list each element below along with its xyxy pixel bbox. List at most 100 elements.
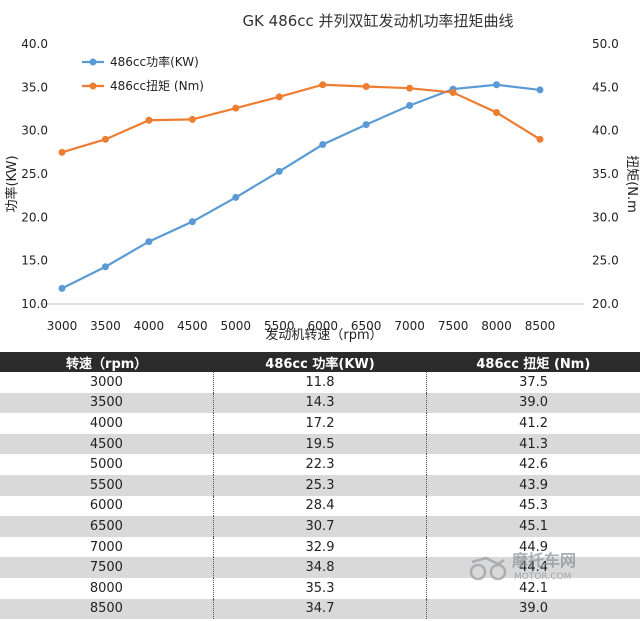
table-row: 6000 28.4 45.3: [0, 495, 640, 517]
series-1-point: [449, 89, 457, 97]
rpm-cell: 8000: [0, 577, 214, 599]
series-1-point: [362, 82, 370, 90]
y-left-tick-label: 35.0: [21, 80, 48, 94]
data-table-container: 转速（rpm） 486cc 功率(KW) 486cc 扭矩 (Nm) 3000 1…: [0, 352, 640, 621]
torque-cell: 41.3: [426, 433, 640, 455]
table-row: 8000 35.3 42.1: [0, 577, 640, 599]
series-1-point: [58, 148, 66, 156]
x-tick-label: 5500: [264, 319, 295, 333]
x-axis-label: 发动机转速（rpm）: [265, 327, 382, 343]
data-table: 转速（rpm） 486cc 功率(KW) 486cc 扭矩 (Nm) 3000 1…: [0, 352, 640, 620]
x-tick-label: 8000: [481, 319, 512, 333]
series-0-point: [188, 218, 196, 226]
x-tick-label: 4500: [177, 319, 208, 333]
legend-swatch-marker: [89, 82, 97, 90]
series-1-point: [101, 135, 109, 143]
rpm-cell: 6000: [0, 495, 214, 517]
power-cell: 30.7: [213, 516, 428, 537]
y-right-tick-label: 25.0: [592, 254, 619, 268]
table-row: 4500 19.5 41.3: [0, 433, 640, 455]
table-row: 7500 34.8 44.4: [0, 557, 640, 578]
series-0-point: [319, 141, 327, 149]
power-cell: 19.5: [213, 433, 428, 455]
x-tick-label: 3000: [47, 319, 78, 333]
legend-label: 486cc扭矩 (Nm): [110, 79, 204, 93]
series-0-point: [406, 102, 414, 110]
torque-cell: 39.0: [426, 392, 640, 414]
y-left-tick-label: 10.0: [21, 297, 48, 311]
series-0-point: [493, 81, 501, 89]
table-row: 4000 17.2 41.2: [0, 413, 640, 434]
torque-cell: 42.1: [519, 580, 549, 596]
torque-cell: 42.6: [519, 457, 549, 473]
rpm-cell: 3500: [0, 392, 214, 414]
watermark: 摩托车网 MOTOR.COM: [469, 551, 576, 582]
watermark-url: MOTOR.COM: [514, 572, 571, 582]
rpm-cell: 4000: [0, 413, 214, 434]
power-cell: 28.4: [213, 495, 428, 517]
power-cell: 34.8: [213, 557, 428, 578]
series-0-point: [232, 193, 240, 201]
power-cell: 17.2: [213, 413, 428, 434]
series-1-point: [275, 93, 283, 101]
x-tick-label: 6000: [307, 319, 338, 333]
rpm-cell: 7000: [0, 536, 214, 558]
rpm-cell: 3000: [0, 372, 214, 393]
engine-curve-chart: GK 486cc 并列双缸发动机功率扭矩曲线 功率(KW) 扭矩(N.m 发动机…: [4, 12, 639, 343]
series-1-point: [536, 135, 544, 143]
rpm-cell: 5500: [0, 474, 214, 496]
torque-cell: 45.1: [426, 516, 640, 537]
table-row: 5000 22.3 42.6: [0, 454, 640, 475]
series-1-point: [319, 81, 327, 89]
header-rpm: 转速（rpm）: [0, 352, 214, 372]
series-0-point: [145, 238, 153, 246]
rpm-cell: 4500: [0, 433, 214, 455]
series-0-point: [275, 167, 283, 175]
header-power: 486cc 功率(KW): [213, 352, 427, 372]
table-row: 5500 25.3 43.9: [0, 474, 640, 496]
rpm-cell: 6500: [0, 516, 214, 537]
torque-cell: 45.3: [519, 498, 549, 514]
y-right-tick-label: 50.0: [592, 37, 619, 51]
legend: 486cc功率(KW) 486cc扭矩 (Nm): [82, 54, 204, 93]
table-row: 7000 32.9 44.9: [0, 536, 640, 558]
table-header-row: 转速（rpm） 486cc 功率(KW) 486cc 扭矩 (Nm): [0, 352, 640, 372]
x-tick-label: 7000: [394, 319, 425, 333]
chart-title: GK 486cc 并列双缸发动机功率扭矩曲线: [242, 12, 513, 30]
watermark-brand: 摩托车网: [512, 551, 576, 570]
y-right-tick-label: 30.0: [592, 210, 619, 224]
x-tick-label: 3500: [90, 319, 121, 333]
torque-cell: 44.9: [519, 539, 549, 555]
y-right-tick-label: 45.0: [592, 80, 619, 94]
torque-cell: 43.9: [426, 474, 640, 496]
torque-cell: 44.4: [426, 557, 640, 578]
legend-swatch-marker: [89, 58, 97, 66]
y-left-tick-label: 20.0: [21, 210, 48, 224]
power-cell: 14.3: [213, 392, 428, 414]
table-body: 3000 11.8 37.5 3500 14.3 39.0 4000 17.2 41.2 4500…: [0, 372, 640, 620]
series-0-point: [101, 263, 109, 271]
x-tick-label: 4000: [134, 319, 165, 333]
rpm-cell: 8500: [0, 598, 214, 620]
y-axis-right-ticks: 20.0 25.0 30.0 35.0 40.0 45.0 50.0: [592, 37, 619, 311]
table-row: 3500 14.3 39.0: [0, 392, 640, 414]
torque-cell: 41.2: [519, 415, 549, 431]
x-tick-label: 5000: [221, 319, 252, 333]
series-layer: [58, 81, 544, 292]
y-right-tick-label: 20.0: [592, 297, 619, 311]
series-line-1: [61, 83, 541, 154]
y-axis-left-label: 功率(KW): [4, 155, 20, 212]
y-axis-left-ticks: 10.0 15.0 20.0 25.0 30.0 35.0 40.0: [21, 37, 48, 311]
series-1-point: [232, 104, 240, 112]
y-left-tick-label: 30.0: [21, 124, 48, 138]
y-left-tick-label: 25.0: [21, 167, 48, 181]
series-0-point: [362, 121, 370, 129]
series-0-point: [58, 284, 66, 292]
x-axis-ticks: 3000 3500 4000 4500 5000 5500 6000 6500 7000 7500…: [47, 319, 556, 333]
table-row: 3000 11.8 37.5: [0, 372, 640, 393]
header-torque: 486cc 扭矩 (Nm): [426, 352, 640, 372]
series-1-point: [406, 84, 414, 92]
table-row: 8500 34.7 39.0: [0, 598, 640, 620]
rpm-cell: 7500: [0, 557, 214, 578]
series-line-0: [61, 83, 541, 290]
